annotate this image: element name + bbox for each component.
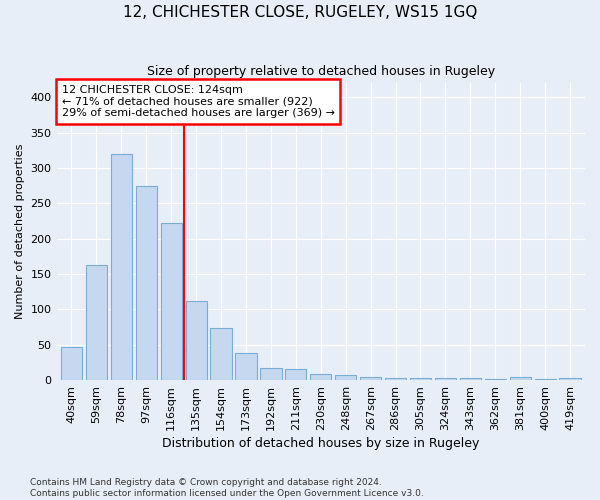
Bar: [111, 154, 132, 380]
Bar: [485, 378, 506, 380]
Bar: [385, 378, 406, 380]
Bar: [185, 301, 207, 380]
Bar: [161, 223, 182, 380]
Bar: [509, 376, 531, 380]
Text: 12, CHICHESTER CLOSE, RUGELEY, WS15 1GQ: 12, CHICHESTER CLOSE, RUGELEY, WS15 1GQ: [123, 5, 477, 20]
Bar: [559, 378, 581, 380]
Text: 12 CHICHESTER CLOSE: 124sqm
← 71% of detached houses are smaller (922)
29% of se: 12 CHICHESTER CLOSE: 124sqm ← 71% of det…: [62, 85, 335, 118]
Bar: [335, 375, 356, 380]
X-axis label: Distribution of detached houses by size in Rugeley: Distribution of detached houses by size …: [162, 437, 479, 450]
Bar: [310, 374, 331, 380]
Bar: [360, 376, 381, 380]
Bar: [136, 186, 157, 380]
Bar: [285, 369, 307, 380]
Bar: [460, 378, 481, 380]
Bar: [535, 378, 556, 380]
Bar: [435, 378, 456, 380]
Bar: [410, 378, 431, 380]
Y-axis label: Number of detached properties: Number of detached properties: [15, 144, 25, 320]
Bar: [235, 353, 257, 380]
Bar: [61, 347, 82, 380]
Bar: [211, 328, 232, 380]
Text: Contains HM Land Registry data © Crown copyright and database right 2024.
Contai: Contains HM Land Registry data © Crown c…: [30, 478, 424, 498]
Bar: [260, 368, 281, 380]
Bar: [86, 265, 107, 380]
Title: Size of property relative to detached houses in Rugeley: Size of property relative to detached ho…: [147, 65, 495, 78]
